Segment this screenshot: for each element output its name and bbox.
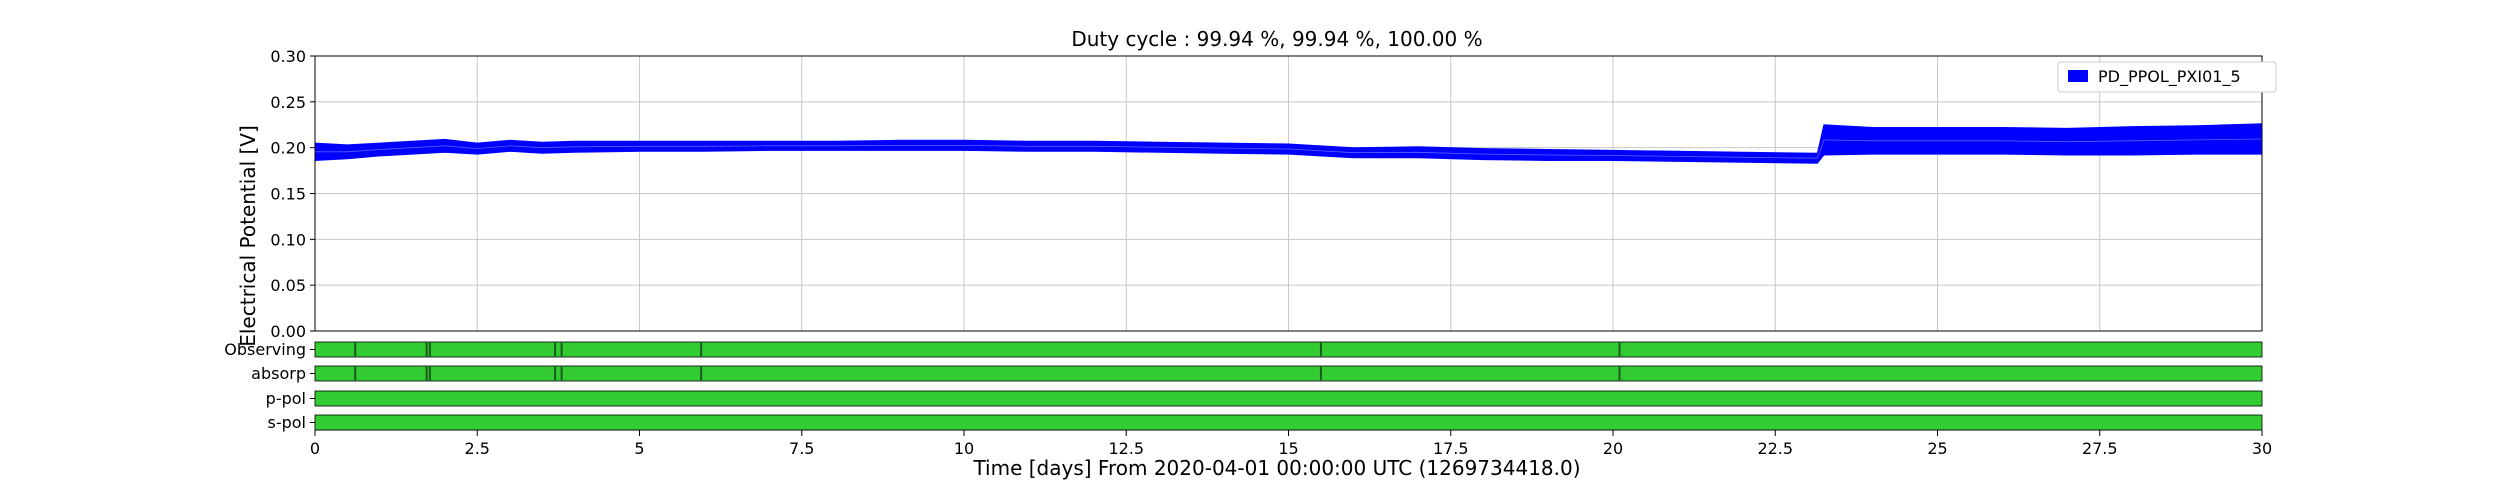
y-tick-label: 0.15 <box>270 185 306 204</box>
segment-rows <box>314 341 2263 431</box>
legend-swatch <box>2068 70 2088 82</box>
y-tick-label: 0.05 <box>270 276 306 295</box>
segment-label-1: absorp <box>251 364 306 383</box>
x-tick-label: 25 <box>1927 439 1947 458</box>
x-tick-label: 30 <box>2252 439 2272 458</box>
grid-layer <box>315 56 2262 331</box>
x-axis-title: Time [days] From 2020-04-01 00:00:00 UTC… <box>972 456 1580 480</box>
segment-bar-1 <box>314 365 2263 382</box>
x-tick-label: 10 <box>954 439 974 458</box>
x-tick-label: 2.5 <box>465 439 490 458</box>
y-tick-label: 0.25 <box>270 93 306 112</box>
segment-gap-mark <box>428 342 431 357</box>
segment-gap-mark <box>428 366 431 381</box>
segment-label-3: s-pol <box>268 413 307 432</box>
segment-gap-mark <box>1618 342 1621 357</box>
segment-bar-2 <box>314 390 2263 407</box>
segment-label-0: Observing <box>224 340 306 359</box>
segment-gap-mark <box>700 366 703 381</box>
x-tick-label: 7.5 <box>789 439 814 458</box>
chart-title: Duty cycle : 99.94 %, 99.94 %, 100.00 % <box>1071 27 1482 51</box>
x-tick-label: 27.5 <box>2082 439 2118 458</box>
segment-label-2: p-pol <box>266 389 306 408</box>
segment-bar-0 <box>314 341 2263 358</box>
segment-gap-mark <box>554 366 557 381</box>
segment-gap-mark <box>554 342 557 357</box>
y-tick-label: 0.20 <box>270 139 306 158</box>
y-tick-label: 0.10 <box>270 230 306 249</box>
segment-gap-mark <box>1618 366 1621 381</box>
y-axis-title: Electrical Potential [V] <box>236 125 260 347</box>
segment-gap-mark <box>560 342 563 357</box>
legend-label: PD_PPOL_PXI01_5 <box>2098 67 2241 87</box>
x-tick-label: 0 <box>310 439 320 458</box>
segment-gap-mark <box>700 342 703 357</box>
x-tick-label: 20 <box>1603 439 1623 458</box>
legend: PD_PPOL_PXI01_5 <box>2057 61 2277 93</box>
x-tick-label: 15 <box>1278 439 1298 458</box>
segment-gap-mark <box>1319 366 1322 381</box>
segment-gap-mark <box>425 342 428 357</box>
y-tick-label: 0.30 <box>270 47 306 66</box>
segment-gap-mark <box>1319 342 1322 357</box>
y-tick-label: 0.00 <box>270 322 306 341</box>
legend-frame <box>2057 61 2277 93</box>
segment-gap-mark <box>560 366 563 381</box>
x-tick-label: 12.5 <box>1108 439 1144 458</box>
segment-gap-mark <box>354 366 357 381</box>
series-midline-0 <box>315 138 2263 159</box>
segment-gap-mark <box>354 342 357 357</box>
tick-labels: 0.00 0.05 0.10 0.15 0.20 0.25 0.30 Observing abs… <box>224 47 2272 458</box>
x-tick-label: 22.5 <box>1757 439 1793 458</box>
segment-bar-3 <box>314 414 2263 431</box>
segment-gap-mark <box>425 366 428 381</box>
x-tick-label: 5 <box>634 439 644 458</box>
x-tick-label: 17.5 <box>1433 439 1469 458</box>
